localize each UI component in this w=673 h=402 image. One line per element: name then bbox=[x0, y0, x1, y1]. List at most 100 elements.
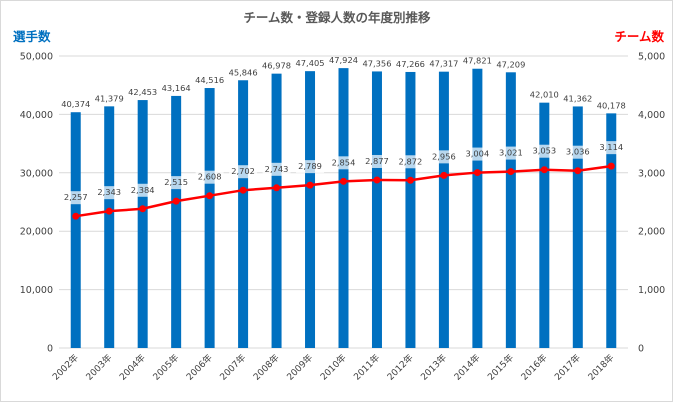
bar-value-label: 47,317 bbox=[429, 59, 458, 69]
x-tick-label: 2007年 bbox=[217, 352, 248, 383]
x-tick-label: 2011年 bbox=[351, 352, 382, 383]
team-label-bg bbox=[329, 156, 358, 170]
team-value-label: 3,004 bbox=[465, 149, 489, 159]
bar-2008年 bbox=[271, 73, 282, 348]
bar-2005年 bbox=[171, 95, 182, 348]
team-count-point bbox=[473, 169, 481, 177]
team-label-bg bbox=[530, 144, 559, 158]
team-value-label: 2,343 bbox=[97, 187, 121, 197]
bar-value-label: 47,356 bbox=[362, 58, 391, 68]
x-tick-label: 2017年 bbox=[552, 352, 583, 383]
right-tick-label: 0 bbox=[638, 344, 644, 355]
right-axis-title: チーム数 bbox=[614, 29, 664, 44]
team-value-label: 3,114 bbox=[599, 142, 623, 152]
bar-2012年 bbox=[405, 71, 416, 349]
bar-value-label: 46,978 bbox=[262, 61, 291, 71]
right-tick-label: 5,000 bbox=[638, 52, 665, 63]
team-label-bg bbox=[496, 146, 525, 160]
bar-2014年 bbox=[472, 68, 483, 349]
team-value-label: 3,036 bbox=[566, 147, 590, 157]
team-count-point bbox=[340, 177, 347, 185]
team-label-bg bbox=[61, 191, 90, 205]
bar-value-label: 42,453 bbox=[128, 87, 157, 97]
team-count-point bbox=[206, 192, 214, 200]
bar-2002年 bbox=[70, 112, 81, 348]
team-count-point bbox=[172, 197, 180, 205]
team-value-label: 2,515 bbox=[164, 177, 188, 187]
player-bars bbox=[70, 68, 617, 349]
bar-value-label: 40,374 bbox=[61, 99, 90, 109]
chart-title: チーム数・登録人数の年度別推移 bbox=[243, 10, 431, 25]
team-value-label: 2,702 bbox=[231, 166, 255, 176]
left-tick-label: 0 bbox=[47, 344, 53, 355]
team-value-label: 2,257 bbox=[64, 192, 88, 202]
team-label-bg bbox=[229, 165, 258, 179]
team-count-point bbox=[306, 181, 314, 189]
right-axis-ticks: 0 1,000 2,000 3,000 4,000 5,000 bbox=[638, 52, 665, 355]
x-tick-label: 2014年 bbox=[451, 352, 482, 383]
team-count-point bbox=[507, 168, 515, 176]
left-tick-label: 20,000 bbox=[20, 227, 53, 238]
right-tick-label: 4,000 bbox=[638, 110, 665, 121]
bar-value-label: 44,516 bbox=[195, 75, 224, 85]
team-value-label: 2,789 bbox=[298, 161, 322, 171]
right-tick-label: 2,000 bbox=[638, 227, 665, 238]
left-tick-label: 30,000 bbox=[20, 168, 53, 179]
team-label-bg bbox=[429, 150, 458, 164]
team-label-bg bbox=[296, 160, 325, 174]
team-count-point bbox=[273, 184, 281, 192]
team-count-line bbox=[72, 162, 615, 220]
x-tick-label: 2018年 bbox=[585, 352, 616, 383]
team-count-point bbox=[239, 186, 247, 194]
team-value-label: 2,872 bbox=[399, 156, 423, 166]
team-count-point bbox=[72, 212, 80, 220]
right-tick-label: 3,000 bbox=[638, 168, 665, 179]
x-tick-label: 2009年 bbox=[284, 352, 315, 383]
bar-2018年 bbox=[606, 113, 617, 349]
team-value-label: 2,608 bbox=[198, 172, 222, 182]
bar-value-label: 45,846 bbox=[229, 67, 258, 77]
team-count-point bbox=[406, 176, 414, 184]
team-label-bg bbox=[463, 147, 492, 161]
x-tick-label: 2013年 bbox=[418, 352, 449, 383]
x-tick-label: 2015年 bbox=[485, 352, 516, 383]
left-tick-label: 50,000 bbox=[20, 52, 53, 63]
x-tick-label: 2016年 bbox=[518, 352, 549, 383]
bar-2006年 bbox=[204, 88, 215, 349]
x-tick-label: 2006年 bbox=[184, 352, 215, 383]
left-tick-label: 40,000 bbox=[20, 110, 53, 121]
team-value-label: 2,384 bbox=[131, 185, 155, 195]
bar-2010年 bbox=[338, 68, 349, 348]
bar-value-label: 47,924 bbox=[329, 55, 358, 65]
team-label-bg bbox=[195, 170, 224, 184]
team-label-bg bbox=[95, 186, 124, 200]
bar-value-label: 41,362 bbox=[563, 93, 592, 103]
bar-2007年 bbox=[238, 80, 249, 348]
team-count-point bbox=[440, 171, 448, 179]
team-value-label: 2,854 bbox=[332, 157, 356, 167]
bar-2016年 bbox=[539, 102, 550, 349]
x-tick-label: 2008年 bbox=[251, 352, 282, 383]
right-tick-label: 1,000 bbox=[638, 285, 665, 296]
team-label-bg bbox=[262, 162, 291, 176]
team-count-point bbox=[105, 207, 113, 215]
bar-value-label: 47,209 bbox=[496, 59, 525, 69]
bar-value-label: 47,821 bbox=[463, 56, 492, 66]
team-label-bg bbox=[162, 176, 191, 190]
team-label-bg bbox=[396, 155, 425, 169]
bar-value-label: 40,178 bbox=[597, 100, 626, 110]
bar-value-label: 43,164 bbox=[162, 83, 191, 93]
bar-value-label: 41,379 bbox=[95, 93, 124, 103]
bar-value-label: 47,266 bbox=[396, 59, 425, 69]
bar-value-label: 47,405 bbox=[296, 58, 325, 68]
x-tick-label: 2005年 bbox=[150, 352, 181, 383]
bar-2009年 bbox=[305, 71, 316, 349]
bar-2004年 bbox=[137, 100, 148, 348]
team-value-label: 2,743 bbox=[265, 164, 289, 174]
bar-2015年 bbox=[505, 72, 516, 348]
bar-2017年 bbox=[572, 106, 583, 348]
team-label-bg bbox=[597, 141, 626, 155]
bar-value-label: 42,010 bbox=[530, 90, 559, 100]
